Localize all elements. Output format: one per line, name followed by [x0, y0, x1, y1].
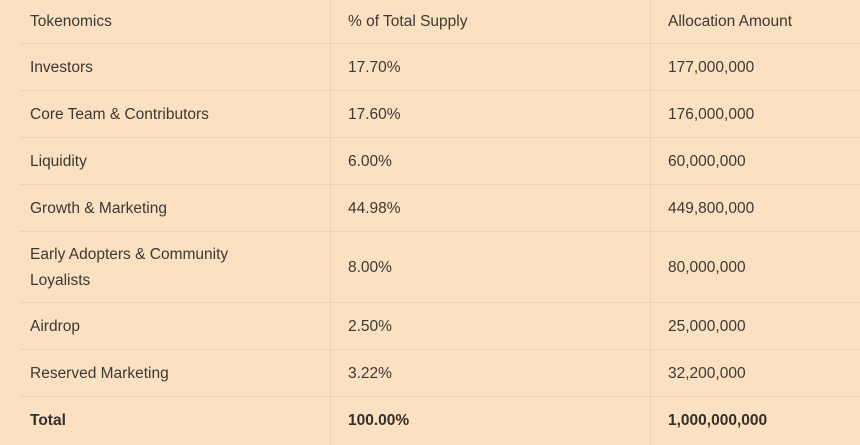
cell-total-amount: 1,000,000,000: [668, 412, 768, 430]
cell-total-percent: 100.00%: [348, 412, 410, 430]
cell-category: Liquidity: [30, 152, 87, 170]
column-header-tokenomics: Tokenomics: [30, 13, 112, 31]
table-row-total: Total 100.00% 1,000,000,000: [0, 397, 860, 445]
cell-category: Early Adopters & Community Loyalists: [30, 245, 229, 289]
cell-amount: 32,200,000: [668, 364, 746, 382]
cell-category: Investors: [30, 58, 93, 76]
table-row-investors: Investors 17.70% 177,000,000: [0, 44, 860, 91]
cell-category: Reserved Marketing: [30, 364, 169, 382]
table-row-liquidity: Liquidity 6.00% 60,000,000: [0, 138, 860, 185]
cell-percent: 3.22%: [348, 364, 392, 382]
cell-amount: 60,000,000: [668, 152, 746, 170]
cell-percent: 2.50%: [348, 317, 392, 335]
table-header-row: Tokenomics % of Total Supply Allocation …: [0, 0, 860, 44]
cell-percent: 8.00%: [348, 258, 392, 276]
column-divider-1: [330, 0, 331, 445]
cell-amount: 25,000,000: [668, 317, 746, 335]
table-row-airdrop: Airdrop 2.50% 25,000,000: [0, 303, 860, 350]
cell-amount: 449,800,000: [668, 199, 755, 217]
table-row-growth-marketing: Growth & Marketing 44.98% 449,800,000: [0, 185, 860, 232]
table-row-reserved-marketing: Reserved Marketing 3.22% 32,200,000: [0, 350, 860, 397]
cell-category: Growth & Marketing: [30, 199, 167, 217]
table-row-core-team: Core Team & Contributors 17.60% 176,000,…: [0, 91, 860, 138]
cell-percent: 17.70%: [348, 58, 401, 76]
cell-amount: 176,000,000: [668, 105, 755, 123]
cell-category: Core Team & Contributors: [30, 105, 209, 123]
cell-percent: 44.98%: [348, 199, 401, 217]
cell-amount: 177,000,000: [668, 58, 755, 76]
cell-percent: 6.00%: [348, 152, 392, 170]
column-header-percent-of-supply: % of Total Supply: [348, 13, 468, 31]
cell-total-label: Total: [30, 412, 66, 430]
cell-category: Airdrop: [30, 317, 80, 335]
column-divider-2: [650, 0, 651, 445]
table-row-early-adopters: Early Adopters & Community Loyalists 8.0…: [0, 232, 860, 303]
cell-percent: 17.60%: [348, 105, 401, 123]
column-header-allocation-amount: Allocation Amount: [668, 13, 793, 31]
cell-amount: 80,000,000: [668, 258, 746, 276]
